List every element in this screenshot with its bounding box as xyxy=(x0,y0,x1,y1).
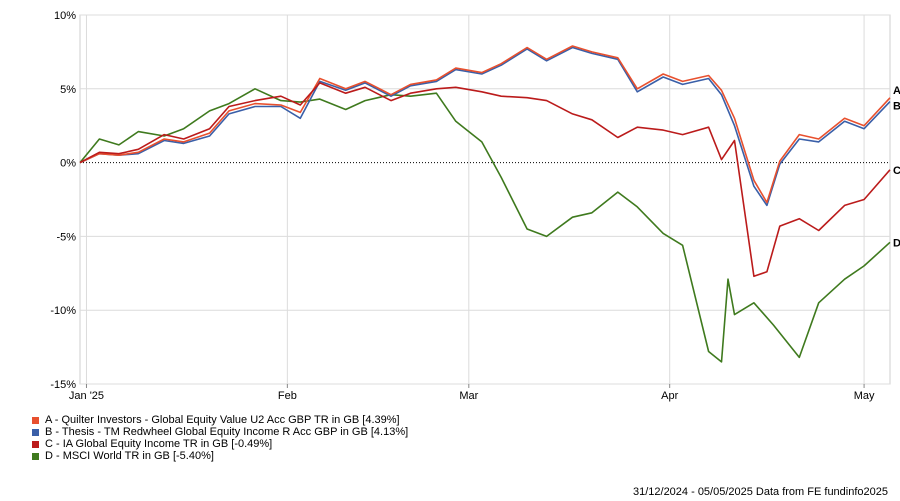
y-tick-label: -5% xyxy=(56,231,76,243)
legend-swatch xyxy=(32,416,39,424)
x-tick-label: Feb xyxy=(278,390,297,402)
legend-item-a: A - Quilter Investors - Global Equity Va… xyxy=(32,414,408,426)
plot-area xyxy=(79,14,891,385)
y-tick-label: 5% xyxy=(60,84,76,96)
legend-swatch xyxy=(32,452,39,460)
legend: A - Quilter Investors - Global Equity Va… xyxy=(32,414,408,462)
end-label-a: A xyxy=(893,85,900,97)
series-line-d xyxy=(79,88,891,363)
footer-source: 31/12/2024 - 05/05/2025 Data from FE fun… xyxy=(632,486,888,498)
legend-item-c: C - IA Global Equity Income TR in GB [-0… xyxy=(32,438,408,450)
end-label-b: B xyxy=(893,101,900,113)
y-axis: 10% 5% 0% -5% -10% -15% xyxy=(50,10,76,391)
legend-label: C - IA Global Equity Income TR in GB [-0… xyxy=(45,438,273,450)
legend-item-d: D - MSCI World TR in GB [-5.40%] xyxy=(32,450,408,462)
legend-item-b: B - Thesis - TM Redwheel Global Equity I… xyxy=(32,426,408,438)
series-line-c xyxy=(79,82,891,278)
x-tick-label: Jan '25 xyxy=(69,390,104,402)
end-label-d: D xyxy=(893,237,900,249)
y-tick-label: -15% xyxy=(50,379,76,391)
x-axis: Jan '25 Feb Mar Apr May xyxy=(69,384,875,402)
legend-swatch xyxy=(32,428,39,436)
x-tick-label: Mar xyxy=(459,390,478,402)
legend-label: B - Thesis - TM Redwheel Global Equity I… xyxy=(45,426,409,438)
y-tick-label: 0% xyxy=(60,158,76,170)
series-line-b xyxy=(79,46,891,207)
legend-swatch xyxy=(32,440,39,448)
y-tick-label: 10% xyxy=(54,10,76,22)
end-label-c: C xyxy=(893,165,900,177)
x-tick-label: May xyxy=(854,390,875,402)
series-lines xyxy=(79,45,891,363)
legend-label: A - Quilter Investors - Global Equity Va… xyxy=(45,414,400,426)
series-end-labels: AB C D xyxy=(893,85,900,250)
x-tick-label: Apr xyxy=(661,390,678,402)
y-tick-label: -10% xyxy=(50,305,76,317)
legend-label: D - MSCI World TR in GB [-5.40%] xyxy=(45,450,214,462)
series-line-a xyxy=(79,45,891,204)
